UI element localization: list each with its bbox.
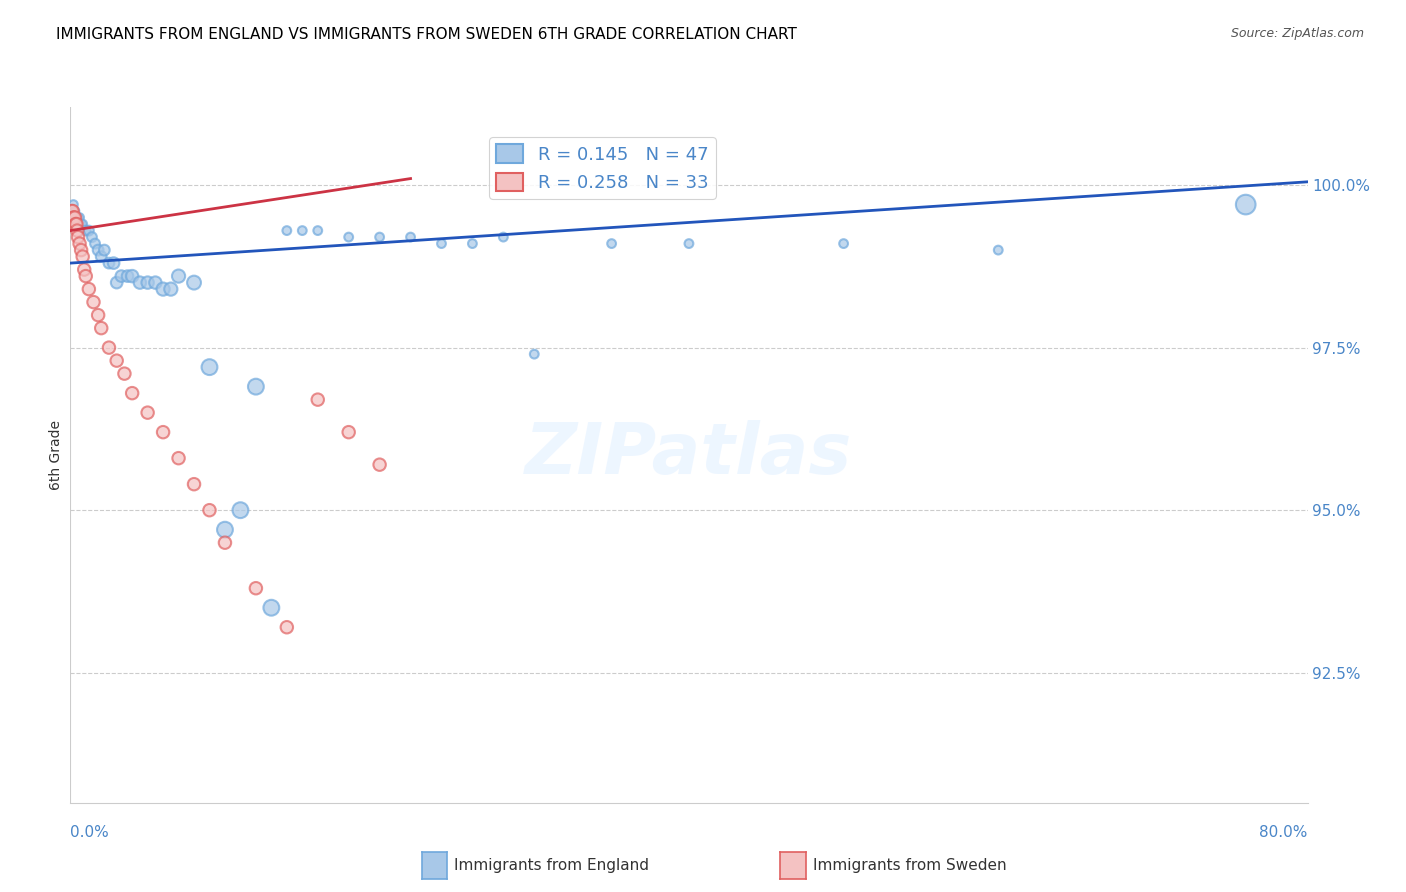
Point (399, 230, 422, 244)
Point (183, 477, 205, 491)
Point (368, 230, 391, 244)
Point (98, 256, 120, 270)
Point (90, 250, 112, 264)
Point (307, 392, 329, 407)
Point (430, 236, 453, 251)
Point (60, 204, 83, 219)
Legend: R = 0.145   N = 47, R = 0.258   N = 33: R = 0.145 N = 47, R = 0.258 N = 33 (489, 137, 716, 199)
Point (214, 535, 236, 549)
Point (72, 250, 94, 264)
Point (63, 204, 86, 219)
Point (77, 282, 100, 296)
Point (80, 230, 103, 244)
Point (600, 236, 623, 251)
Point (90, 321, 112, 335)
Point (105, 276, 128, 290)
Point (832, 236, 855, 251)
Point (145, 276, 167, 290)
Point (214, 523, 236, 537)
Point (69, 211, 91, 225)
Point (183, 276, 205, 290)
Text: 80.0%: 80.0% (1260, 825, 1308, 840)
Point (136, 276, 159, 290)
Point (75, 224, 97, 238)
Point (84, 236, 107, 251)
Point (63, 211, 86, 225)
Point (77, 224, 100, 238)
Point (276, 620, 298, 634)
Point (70, 243, 93, 257)
Point (136, 406, 159, 420)
Point (167, 451, 190, 466)
Point (87, 308, 110, 322)
Point (65, 217, 87, 231)
Text: Source: ZipAtlas.com: Source: ZipAtlas.com (1230, 27, 1364, 40)
Text: IMMIGRANTS FROM ENGLAND VS IMMIGRANTS FROM SWEDEN 6TH GRADE CORRELATION CHART: IMMIGRANTS FROM ENGLAND VS IMMIGRANTS FR… (56, 27, 797, 42)
Point (114, 367, 135, 381)
Point (65, 211, 87, 225)
Point (129, 276, 152, 290)
Point (337, 230, 360, 244)
Point (678, 236, 700, 251)
Point (103, 256, 125, 270)
Point (67, 230, 90, 244)
Y-axis label: 6th Grade: 6th Grade (49, 420, 63, 490)
Point (523, 347, 546, 361)
Point (229, 503, 252, 517)
Point (93, 243, 115, 257)
Point (368, 458, 391, 472)
Point (117, 269, 139, 284)
Point (198, 503, 221, 517)
Point (260, 600, 283, 615)
Point (73, 262, 96, 277)
Point (307, 224, 329, 238)
Point (337, 425, 360, 439)
Point (62, 197, 84, 211)
Point (98, 341, 120, 355)
Point (65, 217, 87, 231)
Point (87, 243, 110, 257)
Point (152, 425, 174, 439)
Point (245, 379, 267, 393)
Point (105, 353, 128, 368)
Text: 0.0%: 0.0% (70, 825, 110, 840)
Point (70, 217, 93, 231)
Point (461, 236, 484, 251)
Point (67, 211, 90, 225)
Point (66, 224, 89, 238)
Text: Immigrants from Sweden: Immigrants from Sweden (813, 858, 1007, 872)
Point (152, 282, 174, 296)
Point (69, 236, 91, 251)
Point (160, 282, 183, 296)
Point (110, 269, 132, 284)
Text: Immigrants from England: Immigrants from England (454, 858, 650, 872)
Point (82, 295, 105, 310)
Point (245, 581, 267, 595)
Point (276, 224, 298, 238)
Point (72, 217, 94, 231)
Point (75, 269, 97, 284)
Text: ZIPatlas: ZIPatlas (526, 420, 852, 490)
Point (121, 386, 143, 401)
Point (63, 211, 86, 225)
Point (62, 204, 84, 219)
Point (198, 360, 221, 375)
Point (492, 230, 515, 244)
Point (62, 211, 84, 225)
Point (987, 243, 1010, 257)
Point (1234, 197, 1257, 211)
Point (167, 269, 190, 284)
Point (291, 224, 314, 238)
Point (121, 269, 143, 284)
